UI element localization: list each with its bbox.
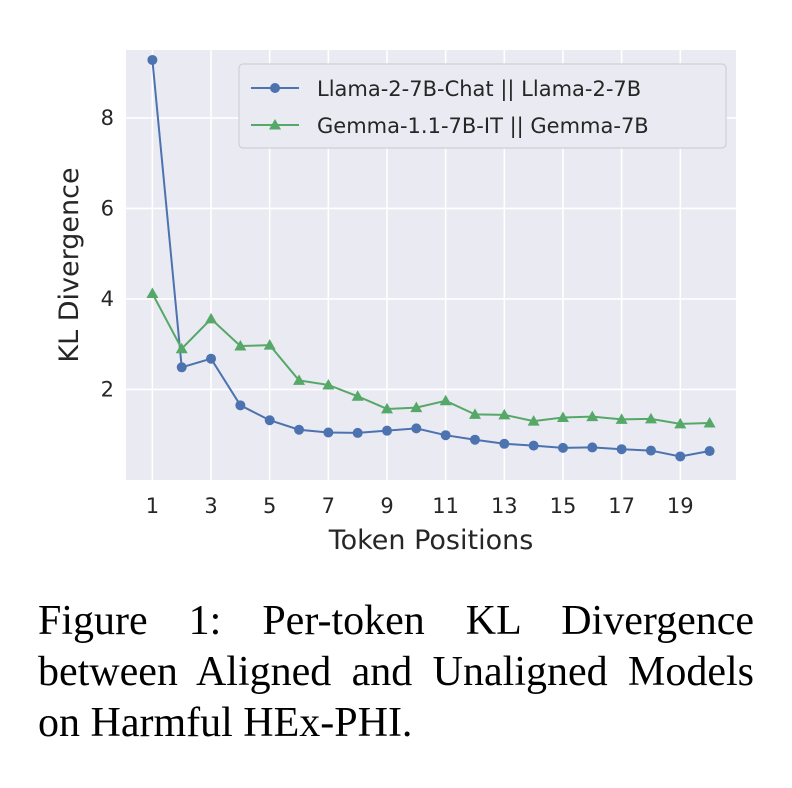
series-1 [147,54,715,462]
data-point [322,378,335,390]
x-tick-label: 5 [263,494,276,518]
data-point [468,408,481,419]
data-point [263,339,276,350]
data-point [644,412,657,424]
data-point [382,425,393,436]
data-point [586,410,599,422]
data-point [439,394,452,406]
data-point [499,438,510,449]
data-point [234,340,247,351]
data-point [587,442,598,453]
y-tick-label: 8 [101,106,114,130]
x-tick-label: 3 [204,494,217,518]
data-point [498,408,511,420]
data-point [294,424,305,435]
data-point [411,423,422,434]
x-tick-label: 15 [550,494,577,518]
legend-marker [269,119,281,130]
legend-marker [270,83,280,93]
data-point [264,415,275,426]
data-point [235,400,246,411]
y-tick-label: 6 [101,196,114,220]
series-2 [146,287,716,429]
data-point [616,444,627,455]
x-tick-label: 19 [667,494,694,518]
figure-caption: Figure 1: Per-token KL Divergence betwee… [38,598,754,746]
data-point [351,390,364,401]
legend-box [238,63,727,149]
data-point [176,362,187,373]
legend-label: Llama-2-7B-Chat || Llama-2-7B [317,77,641,102]
x-tick-label: 11 [432,494,459,518]
data-point [674,417,687,429]
data-point [557,442,568,453]
y-axis-label: KL Divergence [54,167,85,362]
data-point [410,401,423,413]
data-point [469,434,480,445]
data-point [527,415,540,426]
x-tick-label: 9 [380,494,393,518]
y-tick-label: 4 [101,287,114,311]
data-point [704,446,715,457]
data-point [293,374,306,385]
data-point [645,445,656,456]
legend-item-1: Llama-2-7B-Chat || Llama-2-7B [251,77,641,102]
x-tick-label: 13 [491,494,518,518]
x-tick-label: 17 [608,494,635,518]
data-point [528,440,539,451]
data-point [440,430,451,441]
legend-item-2: Gemma-1.1-7B-IT || Gemma-7B [251,114,649,139]
data-point [205,312,218,324]
series-line [151,293,710,425]
legend: Llama-2-7B-Chat || Llama-2-7B Gemma-1.1-7… [238,63,727,149]
data-point [352,427,363,438]
data-point [323,427,334,438]
x-axis-label: Token Positions [328,525,534,556]
data-point [147,54,158,65]
data-point [675,451,686,462]
x-tick-label: 7 [322,494,335,518]
data-point [615,413,628,424]
data-point [381,402,394,414]
data-point [556,411,569,423]
legend-label: Gemma-1.1-7B-IT || Gemma-7B [317,114,649,139]
y-tick-label: 2 [101,377,114,401]
data-point [146,287,159,299]
data-point [206,353,217,364]
x-tick-label: 1 [146,494,159,518]
data-point [175,342,188,354]
series-layer [146,54,716,462]
data-point [703,416,716,428]
